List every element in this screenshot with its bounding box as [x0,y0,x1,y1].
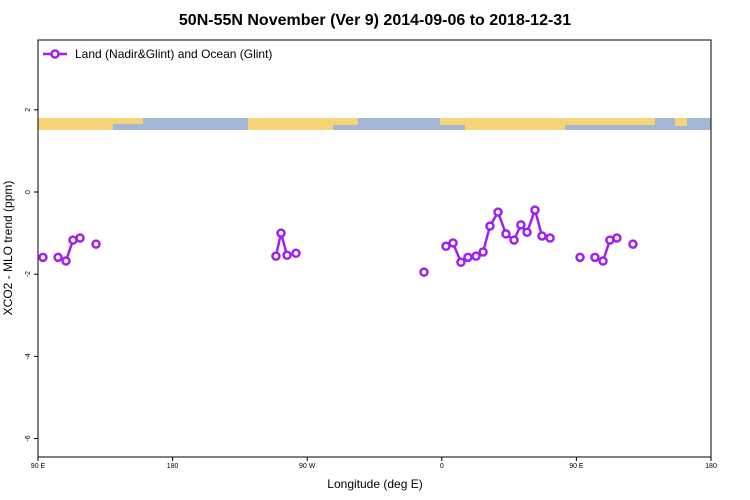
x-tick-label: 90 W [299,463,316,470]
data-point [575,252,585,263]
chart-title: 50N-55N November (Ver 9) 2014-09-06 to 2… [179,12,571,29]
data-point [448,238,458,248]
x-tick-label: 0 [440,463,444,470]
data-point [53,252,63,263]
data-point [91,239,101,249]
land-strip [675,118,687,126]
data-point [478,247,488,257]
data-point [545,233,555,243]
x-tick-label: 90 E [569,463,584,470]
data-point [471,251,481,261]
x-axis-label: Longitude (deg E) [327,477,422,491]
x-tick-label: 180 [167,463,179,470]
y-axis-label: XCO2 - MLO trend (ppm) [1,181,15,316]
y-tick-label: 2 [25,108,32,112]
legend-marker [50,49,60,59]
data-point [516,220,526,230]
y-tick-label: -4 [25,353,32,359]
y-tick-label: 0 [25,190,32,194]
land-strip [113,118,143,124]
data-point [612,233,622,243]
data-point [537,231,547,241]
land-strip [440,118,655,125]
y-tick-label: -2 [25,271,32,277]
data-point [493,207,503,217]
map-strip [38,118,711,130]
x-tick-label: 90 E [31,463,46,470]
land-strip [248,118,333,130]
data-point [598,256,608,266]
data-point [509,235,519,245]
data-point [276,228,286,238]
land-strip [465,125,565,130]
data-point [441,241,451,251]
data-point [463,252,473,263]
data-point [61,256,71,266]
data-point [38,252,48,263]
data-point [271,251,281,261]
data-point [590,252,600,263]
data-point [501,229,511,239]
legend-label: Land (Nadir&Glint) and Ocean (Glint) [75,47,272,61]
data-point [291,248,301,258]
data-point [485,221,495,231]
data-point [530,205,540,215]
land-strip [38,118,113,130]
data-point [419,267,429,277]
data-point [628,239,638,249]
land-strip [333,118,358,125]
plot-frame [37,39,712,458]
y-tick-label: -6 [25,435,32,441]
data-point [456,257,466,268]
data-point [282,250,292,261]
x-tick-label: 180 [705,463,717,470]
data-point [522,227,532,238]
data-point [75,233,85,243]
